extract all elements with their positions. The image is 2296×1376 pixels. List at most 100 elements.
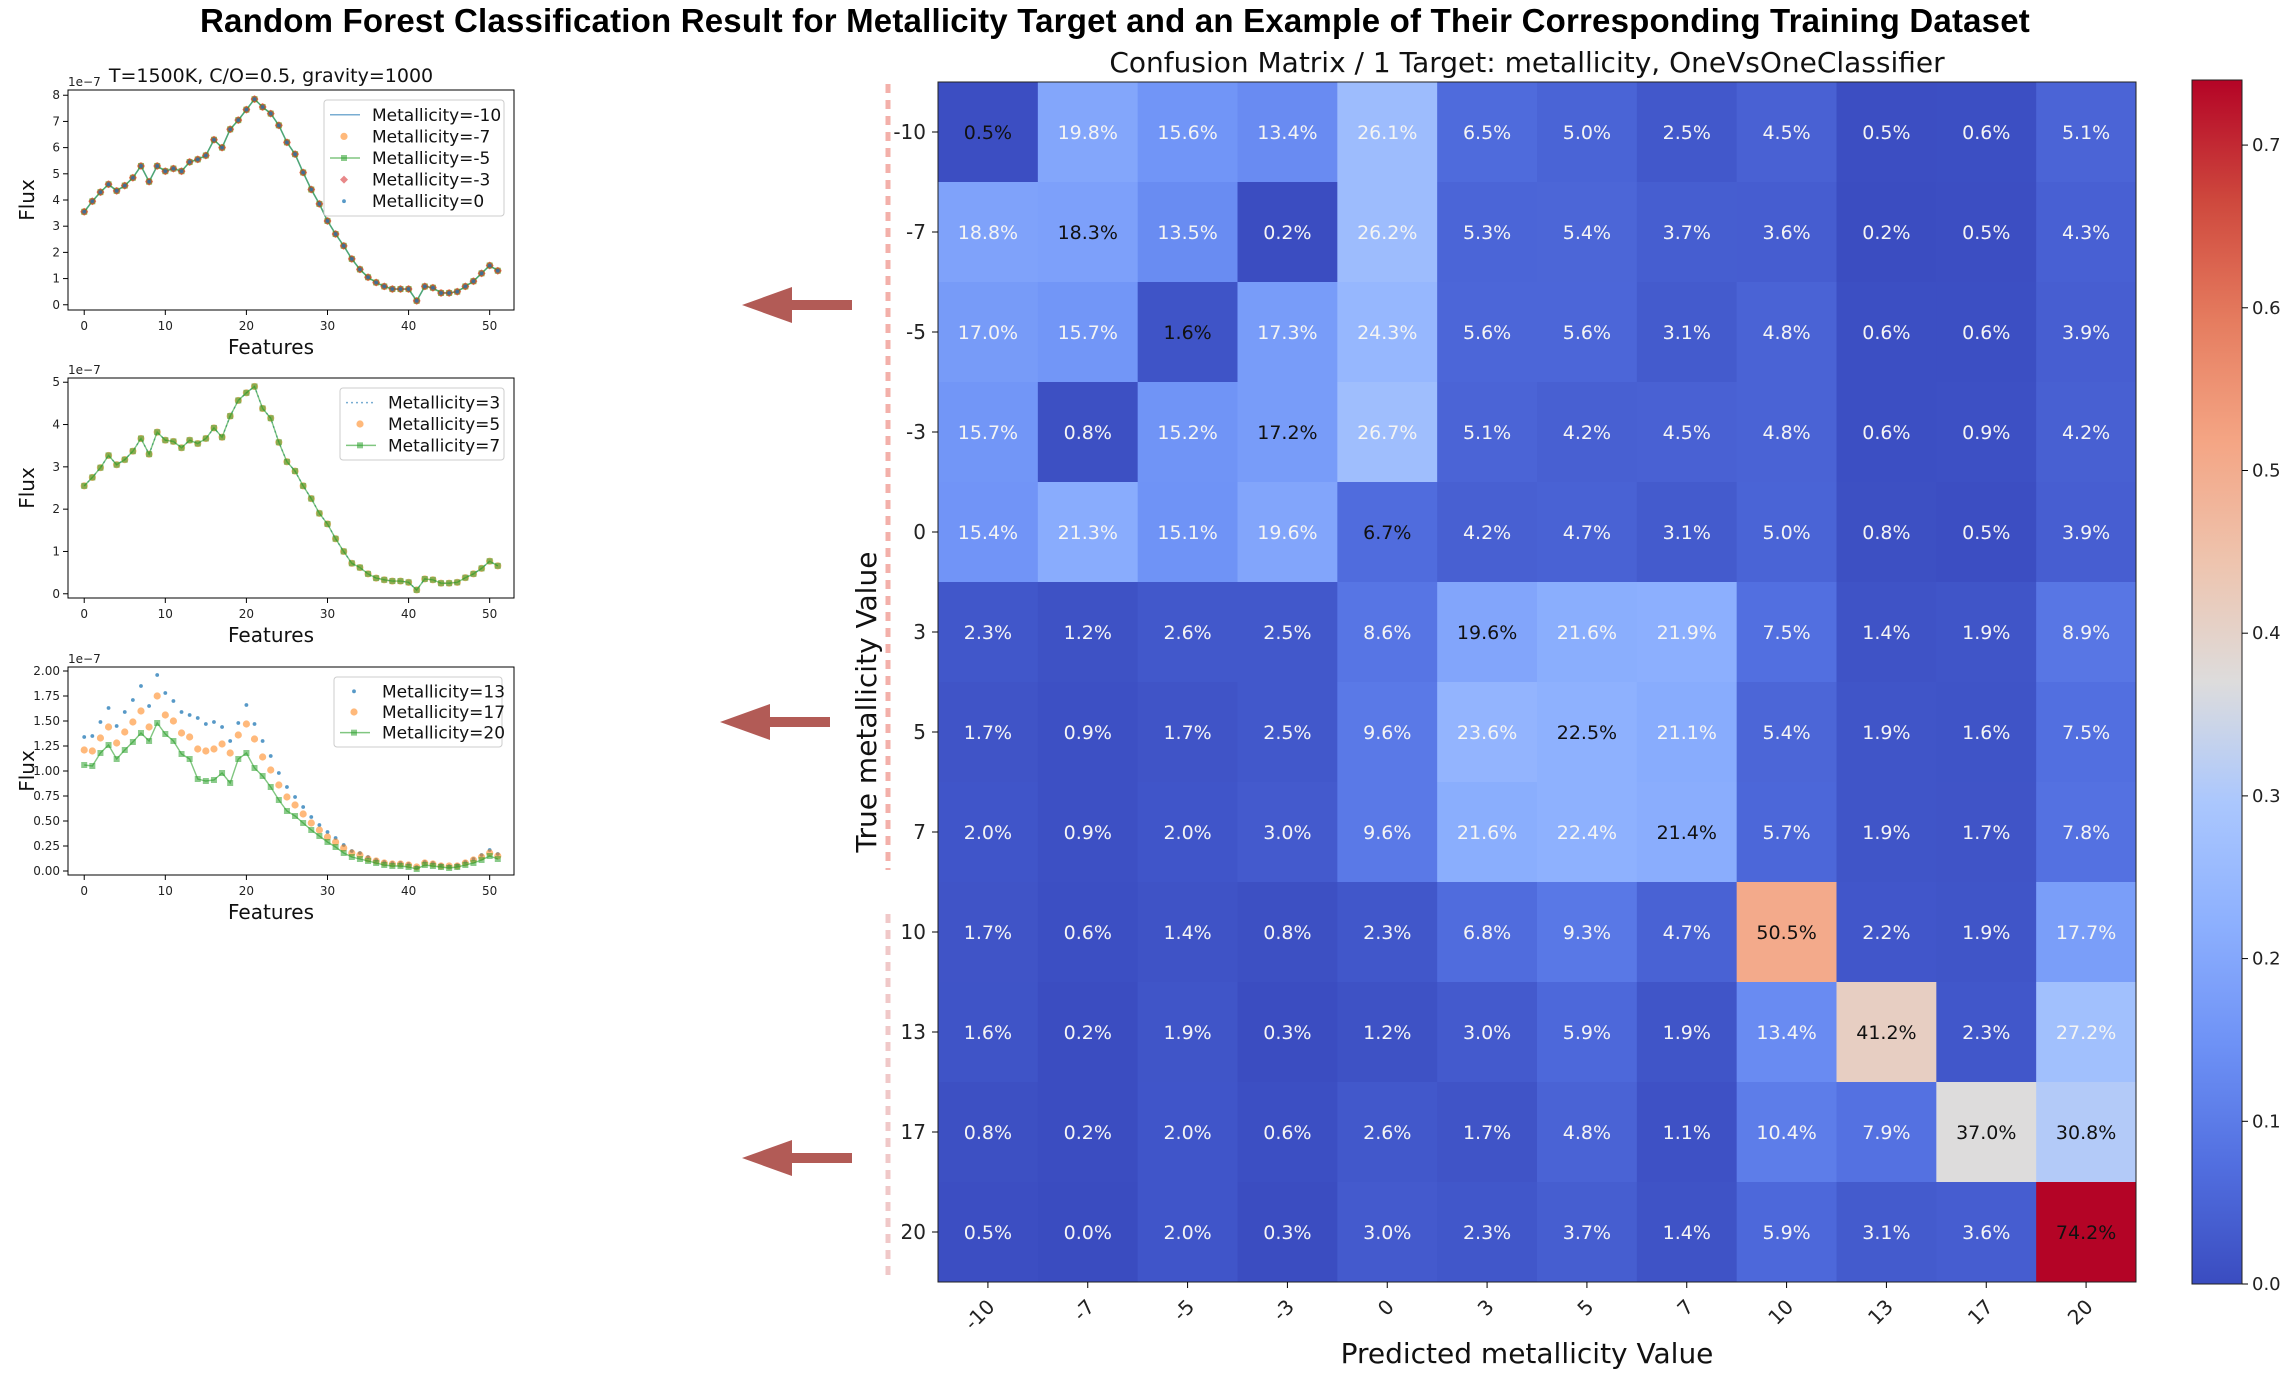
data-point [162,731,169,737]
cell-value-label: 21.6% [1557,622,1617,644]
main-title: Random Forest Classification Result for … [200,2,2030,39]
data-point [121,728,129,736]
cell-value-label: 5.3% [1463,222,1511,244]
x-tick-label: 3 [1473,1295,1499,1321]
matrix-cell [1537,682,1638,783]
line-chart-3: 1e−7 0 10 20 30 40 50 0.00 0.25 0.50 0.75 1.00 1.25 1… [15,652,515,924]
matrix-cell [1936,482,2037,583]
data-point [390,287,395,291]
cell-value-label: 4.8% [1762,322,1810,344]
x-tick-label: 20 [239,319,254,333]
data-point [292,813,299,819]
matrix-cell [1636,82,1738,183]
legend-marker [342,199,346,204]
y-tick-label: 7 [913,820,926,844]
matrix-cell [1836,882,1937,983]
y-tick-label: 3 [913,620,926,644]
data-point [114,724,119,728]
x-tick-label: 0 [80,319,88,333]
matrix-cell [1437,1182,1538,1283]
data-point [80,746,88,754]
x-tick-label: 40 [401,884,416,898]
matrix-cell [1437,82,1538,183]
matrix-cell [1936,782,2037,883]
data-point [462,862,469,868]
data-point [210,424,217,431]
data-point [235,756,242,762]
cell-value-label: 1.1% [1663,1122,1711,1144]
x-tick-label: 50 [482,607,497,621]
cell-value-label: 0.3% [1263,1022,1311,1044]
data-point [283,793,291,801]
data-point [113,739,121,747]
data-point [494,562,501,569]
matrix-cell [1337,1182,1438,1283]
data-point [382,284,387,289]
data-point [315,826,323,834]
data-point [268,754,273,758]
data-point [226,749,234,757]
matrix-cell [1337,82,1438,183]
cell-value-label: 18.8% [958,222,1018,244]
matrix-cell [938,1182,1039,1283]
x-tick-label: 20 [239,607,254,621]
cell-value-label: 1.6% [1163,322,1211,344]
y-tick-label: 5 [52,167,60,181]
cell-value-label: 4.2% [1563,422,1611,444]
data-point [171,166,176,171]
matrix-cell [1636,982,1738,1083]
cell-value-label: 10.4% [1756,1122,1816,1144]
matrix-cell [2036,1082,2137,1183]
matrix-cell [2036,282,2137,383]
data-point [454,864,461,870]
cell-value-label: 5.0% [1563,122,1611,144]
cell-value-label: 0.5% [964,1222,1012,1244]
data-point [309,815,314,819]
matrix-cell [1437,382,1538,483]
data-point [96,734,105,742]
data-point [170,738,177,744]
matrix-cell [1537,882,1638,983]
confusion-matrix: Confusion Matrix / 1 Target: metallicity… [850,46,2137,1370]
legend-label: Metallicity=0 [372,192,484,212]
data-point [98,720,103,724]
cell-value-label: 19.6% [1457,622,1517,644]
data-point [307,819,315,827]
matrix-cell [938,682,1039,783]
y-tick-label: 6 [52,141,60,155]
data-point [340,850,347,856]
cell-value-label: 2.5% [1263,722,1311,744]
cell-value-label: 1.4% [1163,922,1211,944]
y-tick-label: 5 [52,375,60,389]
cell-value-label: 17.2% [1257,422,1317,444]
data-point [259,753,267,761]
y-tick-label: 1.00 [33,764,60,778]
data-point [267,784,274,790]
matrix-cell [1137,682,1238,783]
series-metallicity0 [82,97,500,303]
arrow-3 [742,1140,852,1176]
data-point [276,123,281,128]
data-point [195,716,200,720]
matrix-cell [1237,382,1338,483]
legend-marker [340,132,348,140]
data-point [470,860,477,866]
matrix-cell [1137,182,1238,283]
data-point [291,801,299,809]
matrix-cell [1037,282,1139,383]
matrix-cell [1736,382,1837,483]
cell-value-label: 0.6% [1962,122,2010,144]
legend: Metallicity=13Metallicity=17Metallicity=… [333,676,505,748]
matrix-cell [1437,482,1538,583]
series-line [83,385,499,592]
cell-value-label: 3.9% [2062,322,2110,344]
x-axis-label: Features [228,900,314,924]
cell-value-label: 5.9% [1762,1222,1810,1244]
data-point [129,448,136,455]
cell-value-label: 0.6% [1064,922,1112,944]
cell-value-label: 2.2% [1862,922,1910,944]
cell-value-label: 2.3% [1962,1022,2010,1044]
data-point [81,482,88,489]
x-axis-label: Features [228,623,314,647]
data-point [227,413,234,420]
